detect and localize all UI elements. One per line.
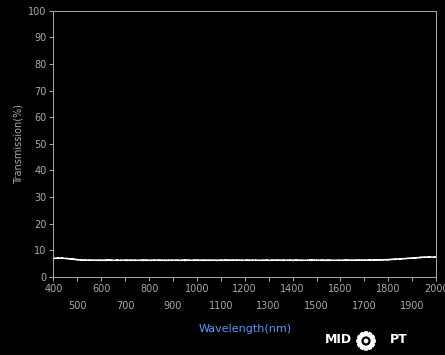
Wedge shape	[368, 346, 372, 350]
Wedge shape	[357, 335, 361, 339]
Wedge shape	[364, 348, 368, 350]
Circle shape	[362, 337, 370, 345]
Wedge shape	[360, 332, 364, 336]
Circle shape	[364, 339, 368, 343]
Y-axis label: Transmission(%): Transmission(%)	[14, 104, 24, 184]
X-axis label: Wavelength(nm): Wavelength(nm)	[198, 324, 291, 334]
Wedge shape	[357, 343, 361, 347]
Text: PT: PT	[389, 333, 407, 346]
Wedge shape	[360, 346, 364, 350]
Wedge shape	[373, 339, 375, 343]
Wedge shape	[371, 343, 375, 347]
Text: MID: MID	[325, 333, 352, 346]
Wedge shape	[364, 332, 368, 334]
Circle shape	[359, 334, 373, 348]
Wedge shape	[357, 339, 359, 343]
Wedge shape	[371, 335, 375, 339]
Wedge shape	[368, 332, 372, 336]
